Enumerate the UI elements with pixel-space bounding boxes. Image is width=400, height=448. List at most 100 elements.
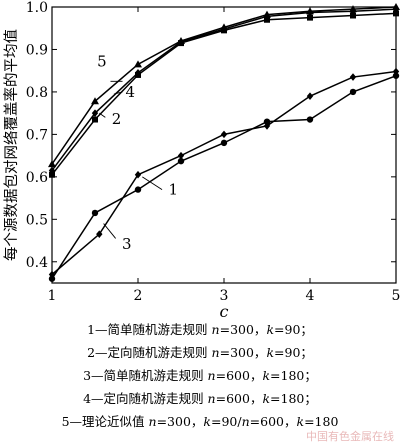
series-3-point [134,186,142,193]
legend-item-1-n: n [211,322,220,337]
series-2-point [49,171,55,178]
legend-item-3-k: k [262,368,271,383]
series-2 [49,10,399,178]
series-1-point [134,170,142,179]
series-2-point [92,116,98,123]
legend-item-1-text: 1—简单随机游走规则 [87,322,212,337]
y-tick-label: 1.0 [26,0,48,16]
y-tick-label: 0.6 [26,170,48,186]
x-tick-label: 3 [220,288,229,304]
series-1-line [51,70,397,276]
series-4-point [134,69,142,77]
series-1-point [306,92,314,100]
series-3-point [349,88,357,96]
legend-item-3: 3—简单随机游走规则 n=600，k=180； [0,368,400,391]
series-3 [48,72,400,282]
legend-item-5-nval: =300， [156,414,204,429]
chart-axes: 1 2 3 4 50.40.50.60.70.80.91.0 [26,0,400,304]
legend-item-1: 1—简单随机游走规则 n=300，k=90； [0,322,400,345]
legend-item-5-kval2: =180 [304,414,339,429]
series-3-point [48,275,56,282]
legend-item-2-k: k [266,345,275,360]
series-3-point [392,72,400,79]
y-tick-label: 0.5 [26,212,48,228]
legend-item-4: 4—定向随机游走规则 n=600，k=180； [0,391,400,414]
series-2-point [393,10,399,17]
series-4 [48,5,400,175]
series-5-point [134,60,142,68]
x-axis-label: c [220,302,229,320]
legend-item-3-n: n [207,368,216,383]
legend-item-1-nval: =300， [219,322,267,337]
series-5-point [177,36,185,44]
x-tick-label: 4 [306,288,315,304]
legend-item-5-k2: k [296,414,305,429]
legend-item-5-text: 5—理论近似值 [61,414,149,429]
series-3-point [306,116,314,123]
legend-item-4-nval: =600， [215,391,263,406]
y-tick-label: 0.4 [26,255,48,271]
series-5-point [349,5,357,13]
series-5 [48,3,400,168]
series-2-point [307,14,313,21]
series-1-point [96,230,103,238]
x-tick-label: 2 [134,288,143,304]
series-5-point [263,10,271,18]
chart-series [48,3,400,282]
legend-item-4-kval: =180； [270,391,317,406]
callout-label: 5 [97,52,107,70]
series-4-point [48,166,56,175]
series-5-point [48,160,56,168]
callout-line [103,223,116,239]
y-tick-label: 0.8 [26,85,48,101]
callout-label: 4 [125,83,135,101]
callout-label: 2 [112,110,122,128]
legend-item-2-text: 2—定向随机游走规则 [87,345,212,360]
series-3-point [91,209,99,217]
legend-item-5: 5—理论近似值 n=300，k=90/n=600，k=180 [0,414,400,437]
callout-line [142,176,163,190]
legend-item-5-n2: n [241,414,250,429]
legend-item-2-n: n [211,345,220,360]
legend-item-2-kval: =90； [274,345,313,360]
series-1 [48,67,400,279]
legend-item-4-n: n [207,391,216,406]
legend-item-5-k: k [203,414,211,429]
legend-item-3-nval: =600， [215,368,263,383]
y-tick-label: 0.7 [26,127,48,143]
watermark: 中国有色金属在线 [306,430,394,443]
legend-item-4-text: 4—定向随机游走规则 [83,391,208,406]
series-5-point [220,23,228,31]
legend: 1—简单随机游走规则 n=300，k=90； 2—定向随机游走规则 n=300，… [0,322,400,437]
legend-item-5-kval: =90/ [211,414,242,429]
x-tick-label: 1 [48,288,57,304]
legend-item-2-nval: =300， [219,345,267,360]
callout-line [99,112,106,118]
legend-item-1-kval: =90； [274,322,313,337]
series-1-point [220,130,228,139]
legend-item-2: 2—定向随机游走规则 n=300，k=90； [0,345,400,368]
legend-item-5-n: n [148,414,157,429]
series-3-point [263,118,271,125]
series-5-point [306,7,314,15]
x-tick-label: 5 [392,288,400,304]
callout-line [113,91,123,95]
callout-label: 1 [168,181,178,199]
series-3-point [220,139,228,147]
series-5-point [91,97,99,105]
series-4-point [91,109,99,117]
legend-item-1-k: k [266,322,275,337]
series-3-line [51,75,397,280]
series-5-point [392,3,400,10]
series-1-point [349,73,357,81]
line-chart: 1 2 3 4 50.40.50.60.70.80.91.0 c每个源数据包对网络覆盖率… [3,0,400,320]
series-1-point [177,151,185,160]
y-tick-label: 0.9 [26,42,48,58]
legend-item-3-text: 3—简单随机游走规则 [83,368,208,383]
callout-label: 3 [122,235,132,253]
legend-item-3-kval: =180； [270,368,317,383]
series-3-point [177,157,185,165]
series-2-point [350,12,356,19]
legend-item-4-k: k [262,391,271,406]
